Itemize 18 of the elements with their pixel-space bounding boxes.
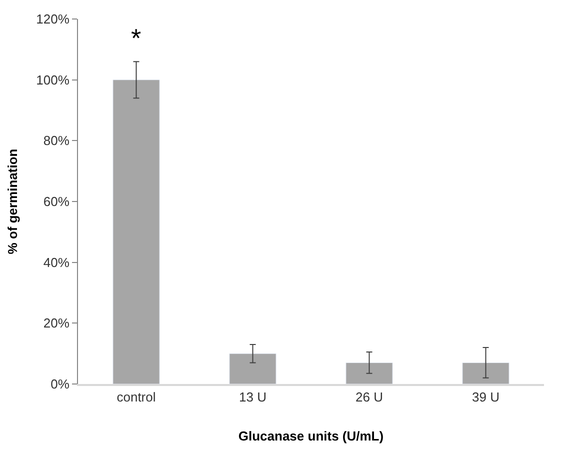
x-tick-label: control xyxy=(116,390,156,405)
x-axis-title: Glucanase units (U/mL) xyxy=(238,428,384,444)
annotation: * xyxy=(131,23,142,53)
y-axis-title: % of germination xyxy=(5,148,20,254)
bar xyxy=(112,80,160,384)
bar xyxy=(346,362,393,384)
y-tick-label: 20% xyxy=(43,316,70,331)
y-tick-label: 100% xyxy=(36,72,70,88)
y-tick-label: 120% xyxy=(36,12,70,27)
x-tick-label: 26 U xyxy=(356,390,383,405)
y-tick-label: 80% xyxy=(43,133,70,148)
x-tick-label: 13 U xyxy=(239,390,266,405)
y-tick-label: 0% xyxy=(50,376,70,392)
x-tick-label: 39 U xyxy=(472,390,500,405)
bar xyxy=(462,362,510,384)
bar xyxy=(229,353,276,384)
y-tick-label: 40% xyxy=(43,254,70,270)
y-tick-label: 60% xyxy=(43,194,70,210)
